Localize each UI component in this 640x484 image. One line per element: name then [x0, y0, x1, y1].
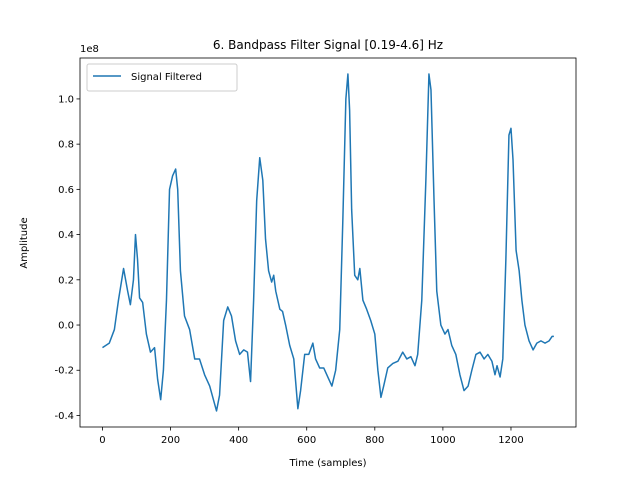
legend-box — [86, 63, 238, 92]
x-tick-label: 1200 — [498, 435, 523, 446]
x-tick-label: 800 — [365, 435, 384, 446]
y-tick-label: 0.0 — [58, 321, 74, 332]
x-axis-label: Time (samples) — [288, 458, 366, 469]
chart-title: 6. Bandpass Filter Signal [0.19-4.6] Hz — [213, 38, 443, 52]
data-line — [102, 73, 554, 412]
y-tick-label: 0.4 — [58, 230, 74, 241]
legend-label: Signal Filtered — [131, 72, 202, 83]
plot-frame — [79, 57, 577, 428]
x-tick-label: 600 — [297, 435, 316, 446]
x-tick-label: 1000 — [430, 435, 455, 446]
y-axis-label: Amplitude — [19, 217, 30, 268]
y-tick-label: 1.0 — [58, 94, 74, 105]
y-tick-label: 0.6 — [58, 185, 74, 196]
y-tick-label: 0.8 — [58, 140, 74, 151]
y-tick-label: -0.2 — [54, 366, 74, 377]
legend: Signal Filtered — [86, 63, 238, 92]
y-tick-label: 0.2 — [58, 275, 74, 286]
y-tick-label: -0.4 — [54, 411, 74, 422]
x-tick-label: 400 — [229, 435, 248, 446]
x-tick-label: 200 — [161, 435, 180, 446]
y-offset-label: 1e8 — [80, 44, 99, 55]
x-tick-label: 0 — [99, 435, 105, 446]
